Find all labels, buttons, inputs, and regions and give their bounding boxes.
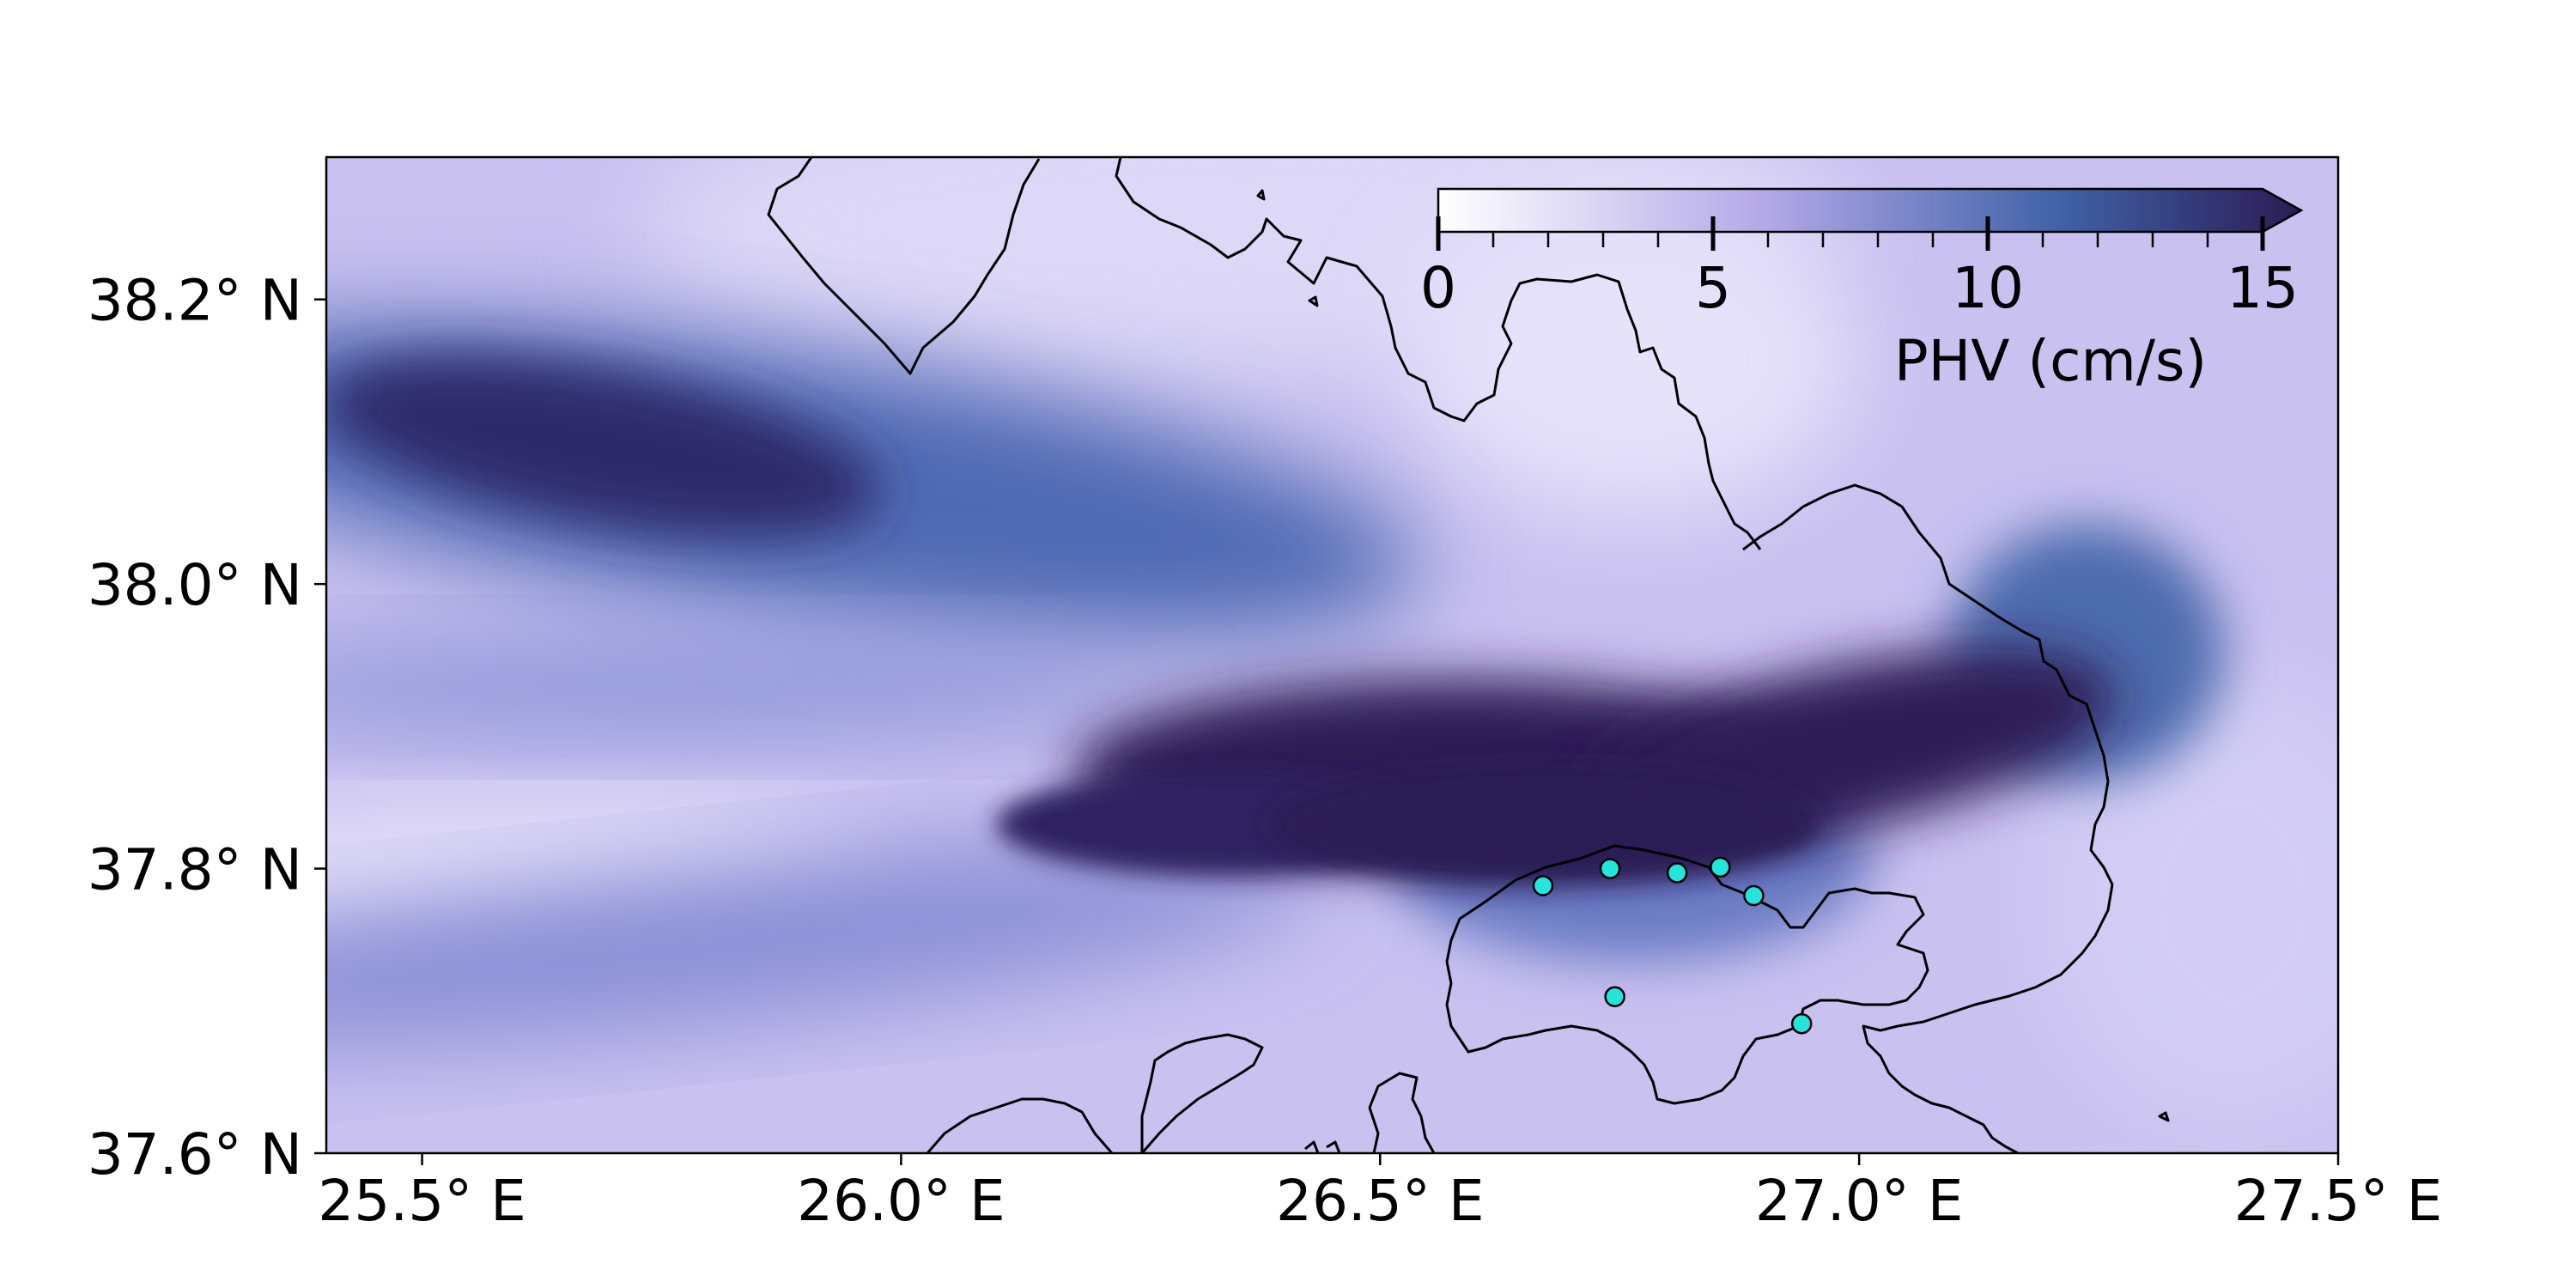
x-tick-label: 25.5° E <box>318 1168 526 1234</box>
coastline-ikaria-east <box>1140 1033 1264 1153</box>
station-marker <box>1532 875 1554 896</box>
colorbar-body <box>1437 187 2304 234</box>
x-tick-label: 26.0° E <box>797 1168 1005 1234</box>
islet-4 <box>1256 189 1266 201</box>
colorbar-tick-label: 0 <box>1420 255 1456 321</box>
coastline-samos <box>1445 844 1929 1105</box>
y-tick-label: 38.0° N <box>88 552 302 618</box>
colorbar-label: PHV (cm/s) <box>1894 328 2207 394</box>
colorbar: 0 5 10 15 PHV (cm/s) <box>1420 187 2304 394</box>
coastline-fourni <box>1368 1072 1436 1153</box>
coastline-ikaria <box>926 1097 1114 1153</box>
x-tick-label: 27.5° E <box>2234 1168 2443 1234</box>
colorbar-ticks: 0 5 10 15 <box>1420 216 2299 321</box>
islet-3 <box>2158 1111 2170 1122</box>
islet-2 <box>1326 1140 1341 1153</box>
colorbar-tick-label: 10 <box>1952 255 2024 321</box>
station-marker <box>1599 858 1621 879</box>
islet-1 <box>1304 1140 1320 1153</box>
x-tick-label: 27.0° E <box>1755 1168 1964 1234</box>
coastline-anatolia <box>1742 483 2114 1153</box>
y-tick-label: 37.6° N <box>88 1121 302 1188</box>
stations <box>1532 856 1813 1035</box>
phv-field <box>326 157 2338 1153</box>
station-marker <box>1710 856 1731 878</box>
station-marker <box>1743 884 1765 907</box>
x-tick-label: 26.5° E <box>1276 1168 1485 1234</box>
y-tick-label: 38.2° N <box>88 268 302 334</box>
map-frame <box>325 155 2340 1155</box>
colorbar-tick-label: 5 <box>1695 255 1731 321</box>
station-marker <box>1604 986 1625 1007</box>
y-axis: 38.2° N 38.0° N 37.8° N 37.6° N <box>88 268 326 1188</box>
x-axis: 25.5° E 26.0° E 26.5° E 27.0° E 27.5° E <box>318 1153 2442 1234</box>
station-marker <box>1666 862 1688 884</box>
coastlines <box>767 157 2170 1153</box>
y-tick-label: 37.8° N <box>88 837 302 903</box>
colorbar-tick-label: 15 <box>2227 255 2299 321</box>
coastline-northwest <box>767 157 1041 375</box>
station-marker <box>1790 1012 1813 1035</box>
islet-5 <box>1308 295 1319 307</box>
coastline-chios <box>1115 157 1762 550</box>
